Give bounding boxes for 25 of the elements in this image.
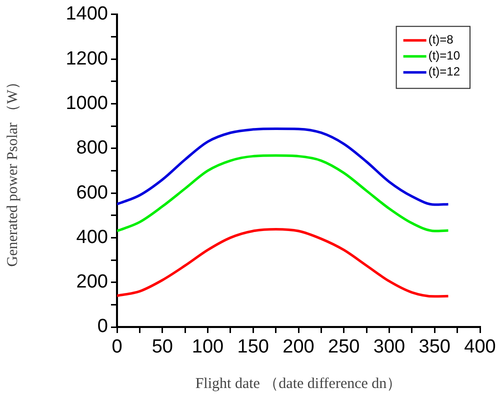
y-tick-label: 600 bbox=[76, 182, 108, 204]
x-tick-label: 350 bbox=[418, 336, 450, 358]
y-tick-label: 1400 bbox=[66, 4, 108, 25]
legend-label: (t)=10 bbox=[428, 48, 460, 63]
line-series bbox=[117, 154, 450, 232]
x-tick-label: 200 bbox=[282, 336, 314, 358]
x-tick-label: 400 bbox=[464, 336, 496, 358]
y-axis-title: Generated power Psolar （W） bbox=[4, 74, 21, 267]
y-tick-label: 800 bbox=[76, 138, 108, 159]
y-tick-label: 0 bbox=[97, 316, 108, 338]
x-tick-label: 150 bbox=[237, 336, 269, 358]
y-tick-label: 1000 bbox=[66, 92, 108, 114]
x-tick-label: 300 bbox=[373, 336, 406, 358]
x-tick-label: 0 bbox=[112, 336, 122, 358]
line-series bbox=[117, 228, 450, 298]
y-tick-label: 400 bbox=[76, 226, 108, 248]
y-tick-label: 1200 bbox=[66, 48, 108, 70]
x-axis-title: Flight date （date difference dn） bbox=[195, 376, 402, 392]
x-tick-label: 250 bbox=[328, 336, 360, 358]
x-tick-label: 50 bbox=[152, 336, 173, 358]
legend-label: (t)=8 bbox=[428, 32, 454, 47]
x-tick-label: 100 bbox=[192, 336, 224, 358]
line-series bbox=[117, 127, 450, 206]
y-tick-label: 200 bbox=[76, 272, 108, 293]
legend-label: (t)=12 bbox=[428, 64, 460, 79]
